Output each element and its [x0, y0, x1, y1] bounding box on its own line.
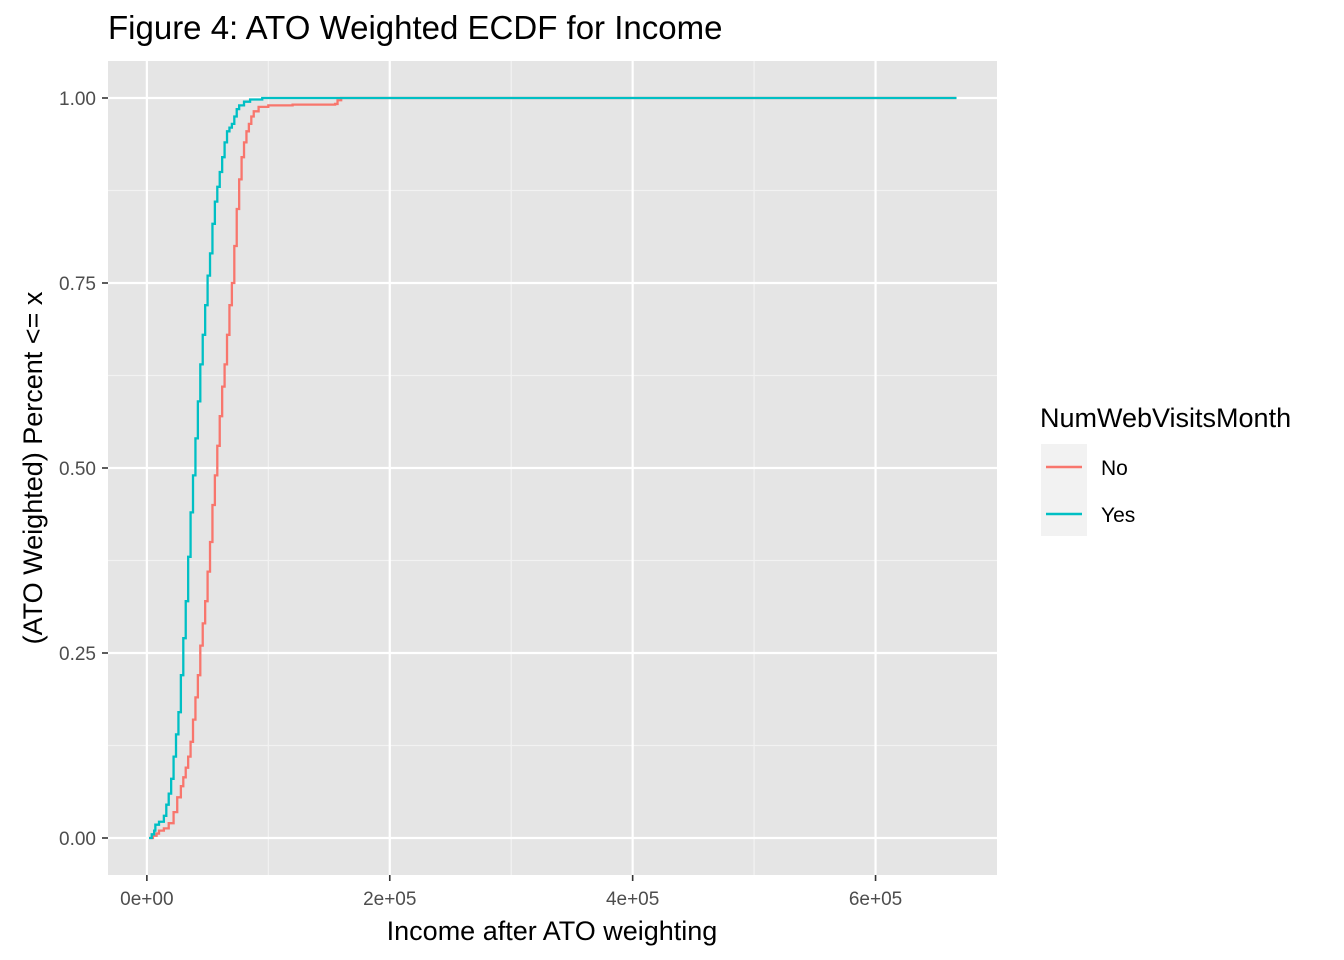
series-line-yes: [148, 96, 957, 840]
series-lines: [148, 96, 957, 840]
x-tick-label: 0e+00: [120, 889, 173, 910]
x-axis-title: Income after ATO weighting: [387, 916, 718, 946]
x-tick-label: 6e+05: [849, 889, 902, 910]
y-axis: 0.00 0.25 0.50 0.75 1.00: [59, 89, 108, 850]
series-line-no: [148, 96, 957, 840]
legend-label-yes: Yes: [1101, 504, 1135, 527]
y-tick-label: 0.25: [59, 644, 96, 665]
legend-label-no: No: [1101, 457, 1128, 480]
y-tick-label: 0.00: [59, 829, 96, 850]
y-tick-label: 1.00: [59, 89, 96, 110]
x-tick-label: 4e+05: [606, 889, 659, 910]
major-gridlines: [108, 61, 997, 875]
x-axis: 0e+00 2e+05 4e+05 6e+05: [120, 875, 902, 910]
x-tick-label: 2e+05: [363, 889, 416, 910]
y-tick-label: 0.50: [59, 459, 96, 480]
legend-key-background: [1041, 444, 1087, 536]
y-tick-label: 0.75: [59, 274, 96, 295]
y-axis-title: (ATO Weighted) Percent <= x: [18, 291, 48, 644]
legend-title: NumWebVisitsMonth: [1040, 403, 1291, 433]
legend: NumWebVisitsMonth No Yes: [1040, 403, 1291, 536]
chart-title: Figure 4: ATO Weighted ECDF for Income: [108, 9, 722, 46]
